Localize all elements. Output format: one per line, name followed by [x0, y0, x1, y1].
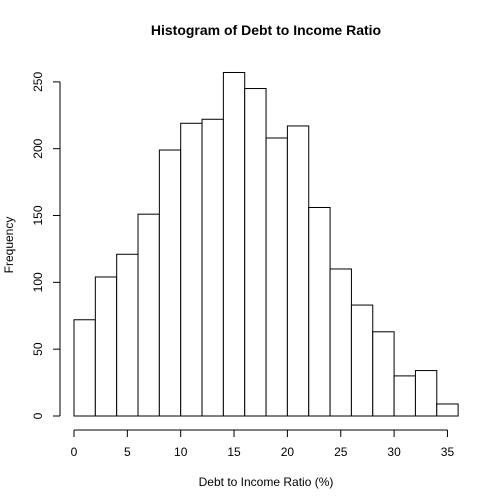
y-tick-label: 250 — [31, 72, 45, 92]
histogram-bar — [265, 137, 288, 417]
histogram-bar — [94, 276, 118, 417]
histogram-bar — [436, 403, 459, 417]
x-tick-label: 15 — [227, 445, 241, 459]
histogram-bar — [329, 268, 352, 417]
x-tick-label: 5 — [124, 445, 131, 459]
x-tick-label: 25 — [334, 445, 348, 459]
x-axis: 0 5 10 15 20 25 30 35 — [71, 429, 455, 459]
y-tick-label: 100 — [31, 272, 45, 292]
histogram-bar — [222, 71, 246, 417]
histogram-bar — [116, 253, 139, 417]
x-tick-label: 35 — [441, 445, 455, 459]
bars — [73, 71, 459, 417]
y-tick-label: 0 — [31, 412, 45, 419]
y-tick-label: 200 — [31, 138, 45, 158]
histogram-bar — [137, 213, 160, 417]
y-tick-label: 50 — [31, 342, 45, 356]
histogram-bar — [201, 118, 224, 417]
x-tick-label: 20 — [281, 445, 295, 459]
histogram-bar — [286, 125, 310, 417]
histogram-bar — [350, 304, 374, 417]
y-axis: 0 50 100 150 200 250 — [31, 72, 61, 419]
histogram-bar — [180, 122, 203, 417]
chart-title: Histogram of Debt to Income Ratio — [151, 22, 381, 38]
x-axis-label: Debt to Income Ratio (%) — [199, 475, 334, 489]
y-axis-label: Frequency — [2, 217, 16, 274]
y-tick-label: 150 — [31, 205, 45, 225]
histogram-bar — [372, 331, 395, 417]
histogram-bar — [244, 88, 267, 417]
histogram-bar — [73, 319, 96, 417]
histogram-bar — [393, 375, 416, 417]
histogram-bar — [414, 370, 438, 417]
histogram-bar — [308, 206, 331, 417]
x-tick-label: 30 — [387, 445, 401, 459]
x-tick-label: 10 — [174, 445, 188, 459]
histogram-bar — [158, 149, 182, 417]
x-tick-label: 0 — [71, 445, 78, 459]
